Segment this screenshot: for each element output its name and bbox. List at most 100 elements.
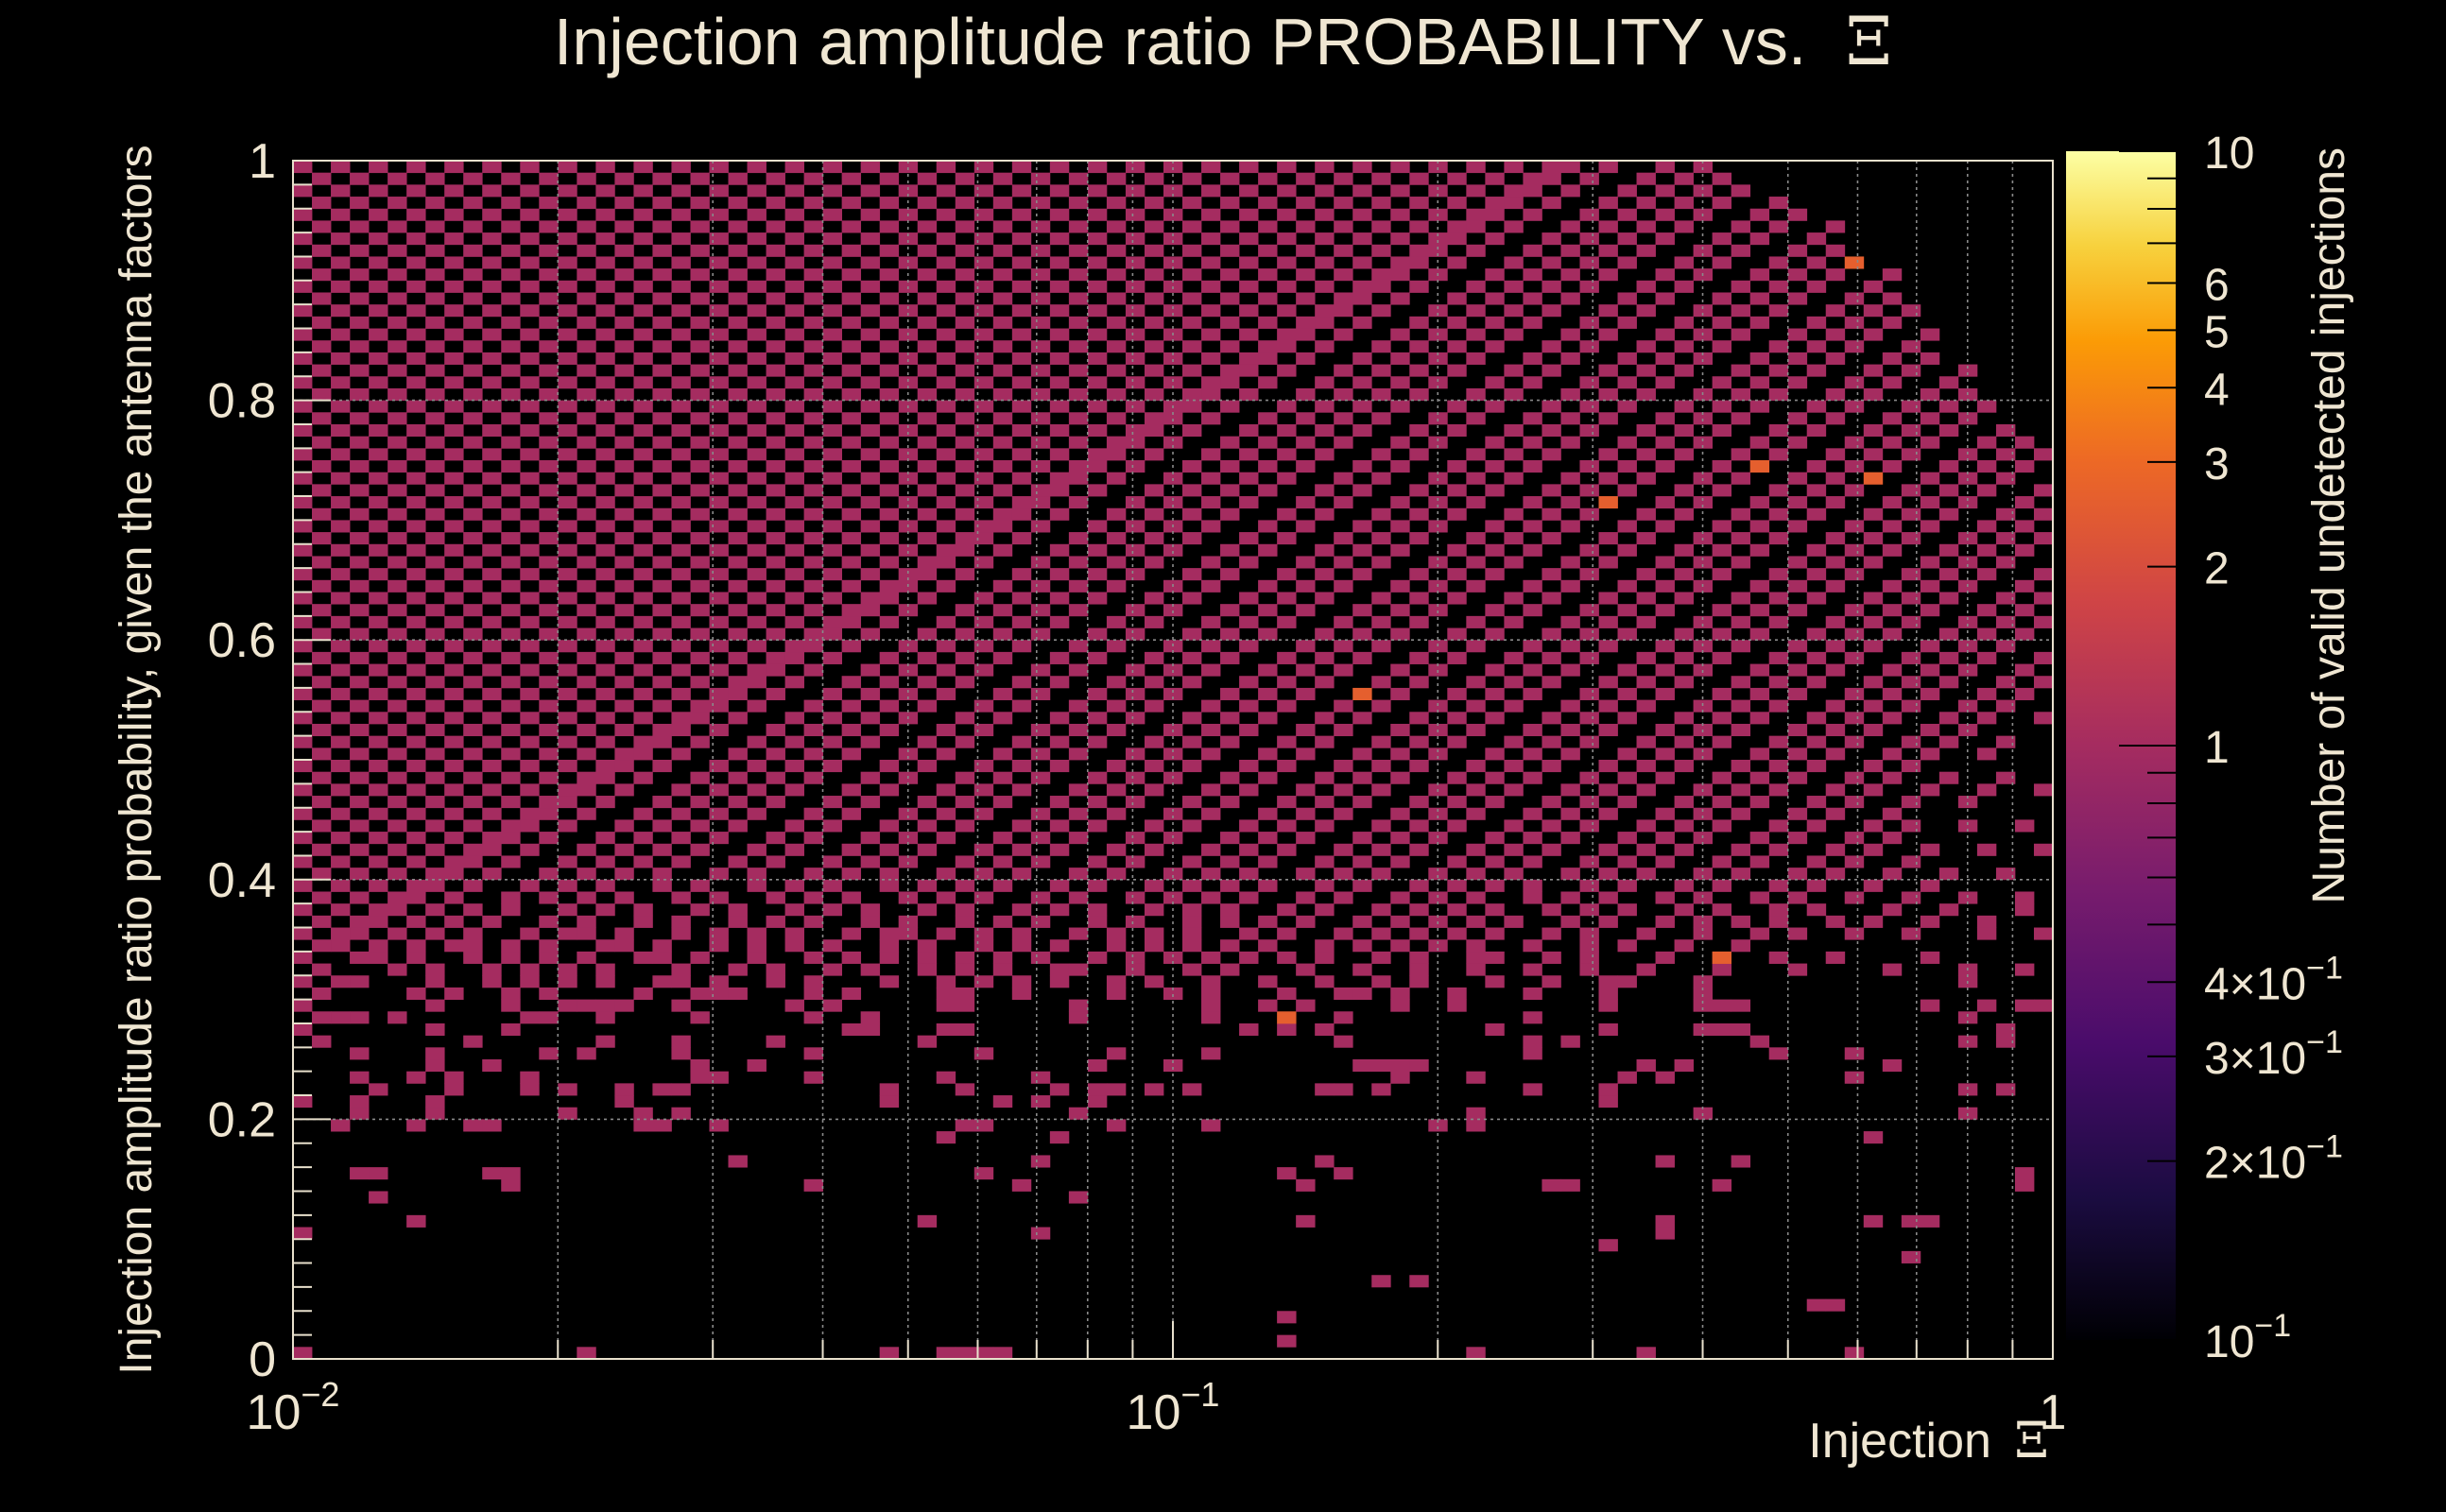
heatmap-cell (539, 868, 559, 881)
heatmap-cell (1542, 712, 1561, 725)
heatmap-cell (1768, 256, 1789, 269)
heatmap-cell (1447, 232, 1467, 246)
heatmap-cell (444, 760, 464, 773)
heatmap-cell (936, 304, 956, 318)
heatmap-cell (671, 472, 691, 485)
heatmap-cell (860, 472, 881, 485)
heatmap-cell (822, 496, 843, 509)
heatmap-cell (1106, 615, 1127, 628)
heatmap-cell (1863, 699, 1884, 713)
heatmap-cell (482, 915, 502, 928)
heatmap-cell (501, 532, 521, 545)
heatmap-cell (766, 651, 785, 664)
heatmap-cell (1315, 161, 1335, 174)
heatmap-cell (1749, 712, 1770, 725)
heatmap-cell (1693, 184, 1714, 198)
heatmap-cell (1068, 197, 1089, 210)
heatmap-cell (1598, 197, 1618, 210)
heatmap-cell (992, 484, 1013, 497)
heatmap-cell (1428, 868, 1448, 881)
heatmap-cell (1371, 268, 1391, 282)
heatmap-cell (1258, 316, 1278, 329)
heatmap-cell (1352, 161, 1372, 174)
heatmap-cell (1976, 687, 1997, 700)
heatmap-cell (652, 868, 672, 881)
heatmap-cell (369, 735, 388, 748)
heatmap-cell (709, 640, 729, 653)
heatmap-cell (1957, 364, 1978, 377)
heatmap-cell (1428, 352, 1448, 365)
heatmap-cell (803, 387, 823, 401)
heatmap-cell (1617, 975, 1637, 988)
heatmap-cell (614, 556, 634, 569)
heatmap-cell (1712, 963, 1732, 976)
heatmap-cell (1068, 532, 1089, 545)
heatmap-cell (879, 507, 900, 521)
heatmap-cell (671, 400, 691, 413)
heatmap-cell (1920, 556, 1940, 569)
heatmap-cell (1938, 712, 1959, 725)
heatmap-cell (841, 436, 862, 449)
heatmap-cell (766, 436, 785, 449)
heatmap-cell (1011, 843, 1032, 856)
heatmap-cell (652, 292, 672, 305)
heatmap-cell (766, 723, 785, 737)
heatmap-cell (1579, 280, 1599, 293)
heatmap-cell (1390, 579, 1410, 593)
heatmap-cell (369, 328, 388, 341)
heatmap-cell (973, 352, 994, 365)
heatmap-cell (2033, 615, 2054, 628)
heatmap-cell (690, 532, 710, 545)
heatmap-cell (992, 651, 1013, 664)
heatmap-cell (652, 735, 672, 748)
heatmap-cell (671, 999, 691, 1012)
heatmap-cell (728, 387, 748, 401)
heatmap-cell (520, 663, 540, 677)
heatmap-cell (388, 172, 407, 185)
heatmap-cell (841, 340, 862, 353)
heatmap-cell (293, 879, 313, 892)
heatmap-cell (1636, 1347, 1656, 1360)
heatmap-cell (917, 292, 938, 305)
heatmap-cell (1352, 747, 1372, 761)
heatmap-cell (841, 579, 862, 593)
heatmap-cell (955, 364, 975, 377)
heatmap-cell (747, 843, 767, 856)
heatmap-cell (1106, 532, 1127, 545)
heatmap-cell (1920, 640, 1940, 653)
heatmap-cell (558, 879, 577, 892)
heatmap-cell (369, 592, 388, 605)
heatmap-cell (350, 843, 370, 856)
heatmap-cell (955, 735, 975, 748)
heatmap-cell (1371, 699, 1391, 713)
heatmap-cell (728, 507, 748, 521)
heatmap-cell (784, 999, 804, 1012)
heatmap-cell (1390, 999, 1410, 1012)
heatmap-cell (992, 951, 1013, 964)
heatmap-cell (1598, 999, 1618, 1012)
heatmap-cell (1617, 352, 1637, 365)
heatmap-cell (369, 807, 388, 820)
heatmap-cell (1068, 927, 1089, 940)
heatmap-cell (1239, 783, 1259, 797)
heatmap-cell (1957, 615, 1978, 628)
heatmap-cell (1806, 256, 1827, 269)
heatmap-cell (1560, 1035, 1580, 1048)
heatmap-cell (520, 712, 540, 725)
heatmap-cell (1163, 304, 1183, 318)
heatmap-cell (1542, 172, 1561, 185)
heatmap-cell (728, 1155, 748, 1168)
heatmap-cell (1315, 855, 1335, 868)
heatmap-cell (558, 615, 577, 628)
heatmap-cell (1220, 220, 1240, 233)
heatmap-cell (1863, 723, 1884, 737)
heatmap-cell (350, 387, 370, 401)
heatmap-cell (1258, 879, 1278, 892)
heatmap-cell (1068, 832, 1089, 845)
heatmap-cell (482, 1167, 502, 1180)
heatmap-cell (1182, 220, 1202, 233)
heatmap-cell (614, 1083, 634, 1096)
heatmap-cell (614, 387, 634, 401)
heatmap-cell (1768, 280, 1789, 293)
heatmap-cell (614, 436, 634, 449)
